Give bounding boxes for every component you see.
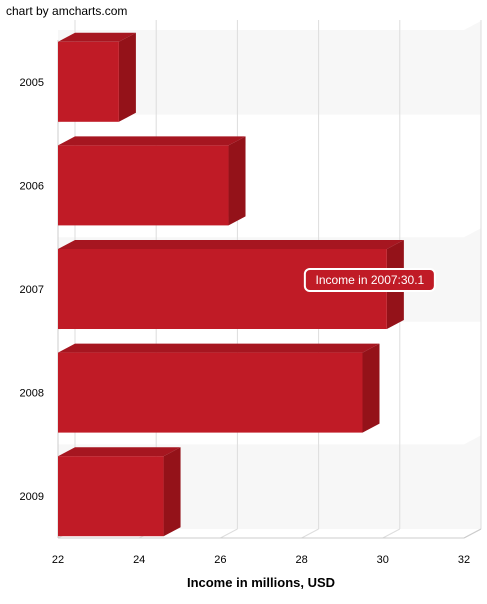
floor-grid-line-30 [382,528,401,539]
bar-2009[interactable] [58,447,181,537]
category-labels: 2005 2006 2007 2008 2009 [20,77,44,503]
x-tick-label-26: 26 [214,554,226,566]
bar-2008[interactable] [58,343,380,433]
x-axis-depth-line [463,528,482,539]
category-label-2007: 2007 [20,284,44,296]
bar-top-face-2005 [58,32,136,42]
bar-front-face-2005 [58,41,119,122]
bar-top-face-2007 [58,240,404,249]
bar-front-face-2009 [58,456,164,537]
bar-2005[interactable] [58,32,136,122]
floor-grid-line-26 [220,528,238,539]
x-tick-label-30: 30 [377,554,389,566]
category-label-2009: 2009 [20,491,44,503]
x-tick-label-24: 24 [133,554,145,566]
bar-side-face-2005 [118,32,136,122]
bar-top-face-2006 [58,136,246,146]
band-2005 [58,21,481,124]
tooltip-box [303,268,436,292]
bar-side-face-2006 [228,136,246,226]
x-tick-label-28: 28 [295,554,307,566]
bar-side-face-2008 [362,343,380,433]
tooltip: Income in 2007:30.1 [303,268,436,292]
x-axis-title: Income in millions, USD [187,575,335,590]
bar-top-face-2009 [58,447,181,457]
category-label-2008: 2008 [20,388,44,400]
bars [58,32,404,537]
amcharts-credit-link[interactable]: chart by amcharts.com [6,4,127,18]
bar-side-face-2009 [163,447,181,537]
tooltip-text: Income in 2007:30.1 [315,273,424,287]
floor-grid-line-28 [301,528,319,539]
bar-front-face-2006 [58,145,229,226]
value-tick-labels: 22 24 26 28 30 32 [52,554,470,566]
bar-top-face-2008 [58,343,380,353]
bar-2006[interactable] [58,136,246,226]
category-label-2005: 2005 [20,77,44,89]
category-label-2006: 2006 [20,180,44,192]
bar-front-face-2008 [58,352,363,433]
x-tick-label-32: 32 [458,554,470,566]
x-tick-label-22: 22 [52,554,64,566]
